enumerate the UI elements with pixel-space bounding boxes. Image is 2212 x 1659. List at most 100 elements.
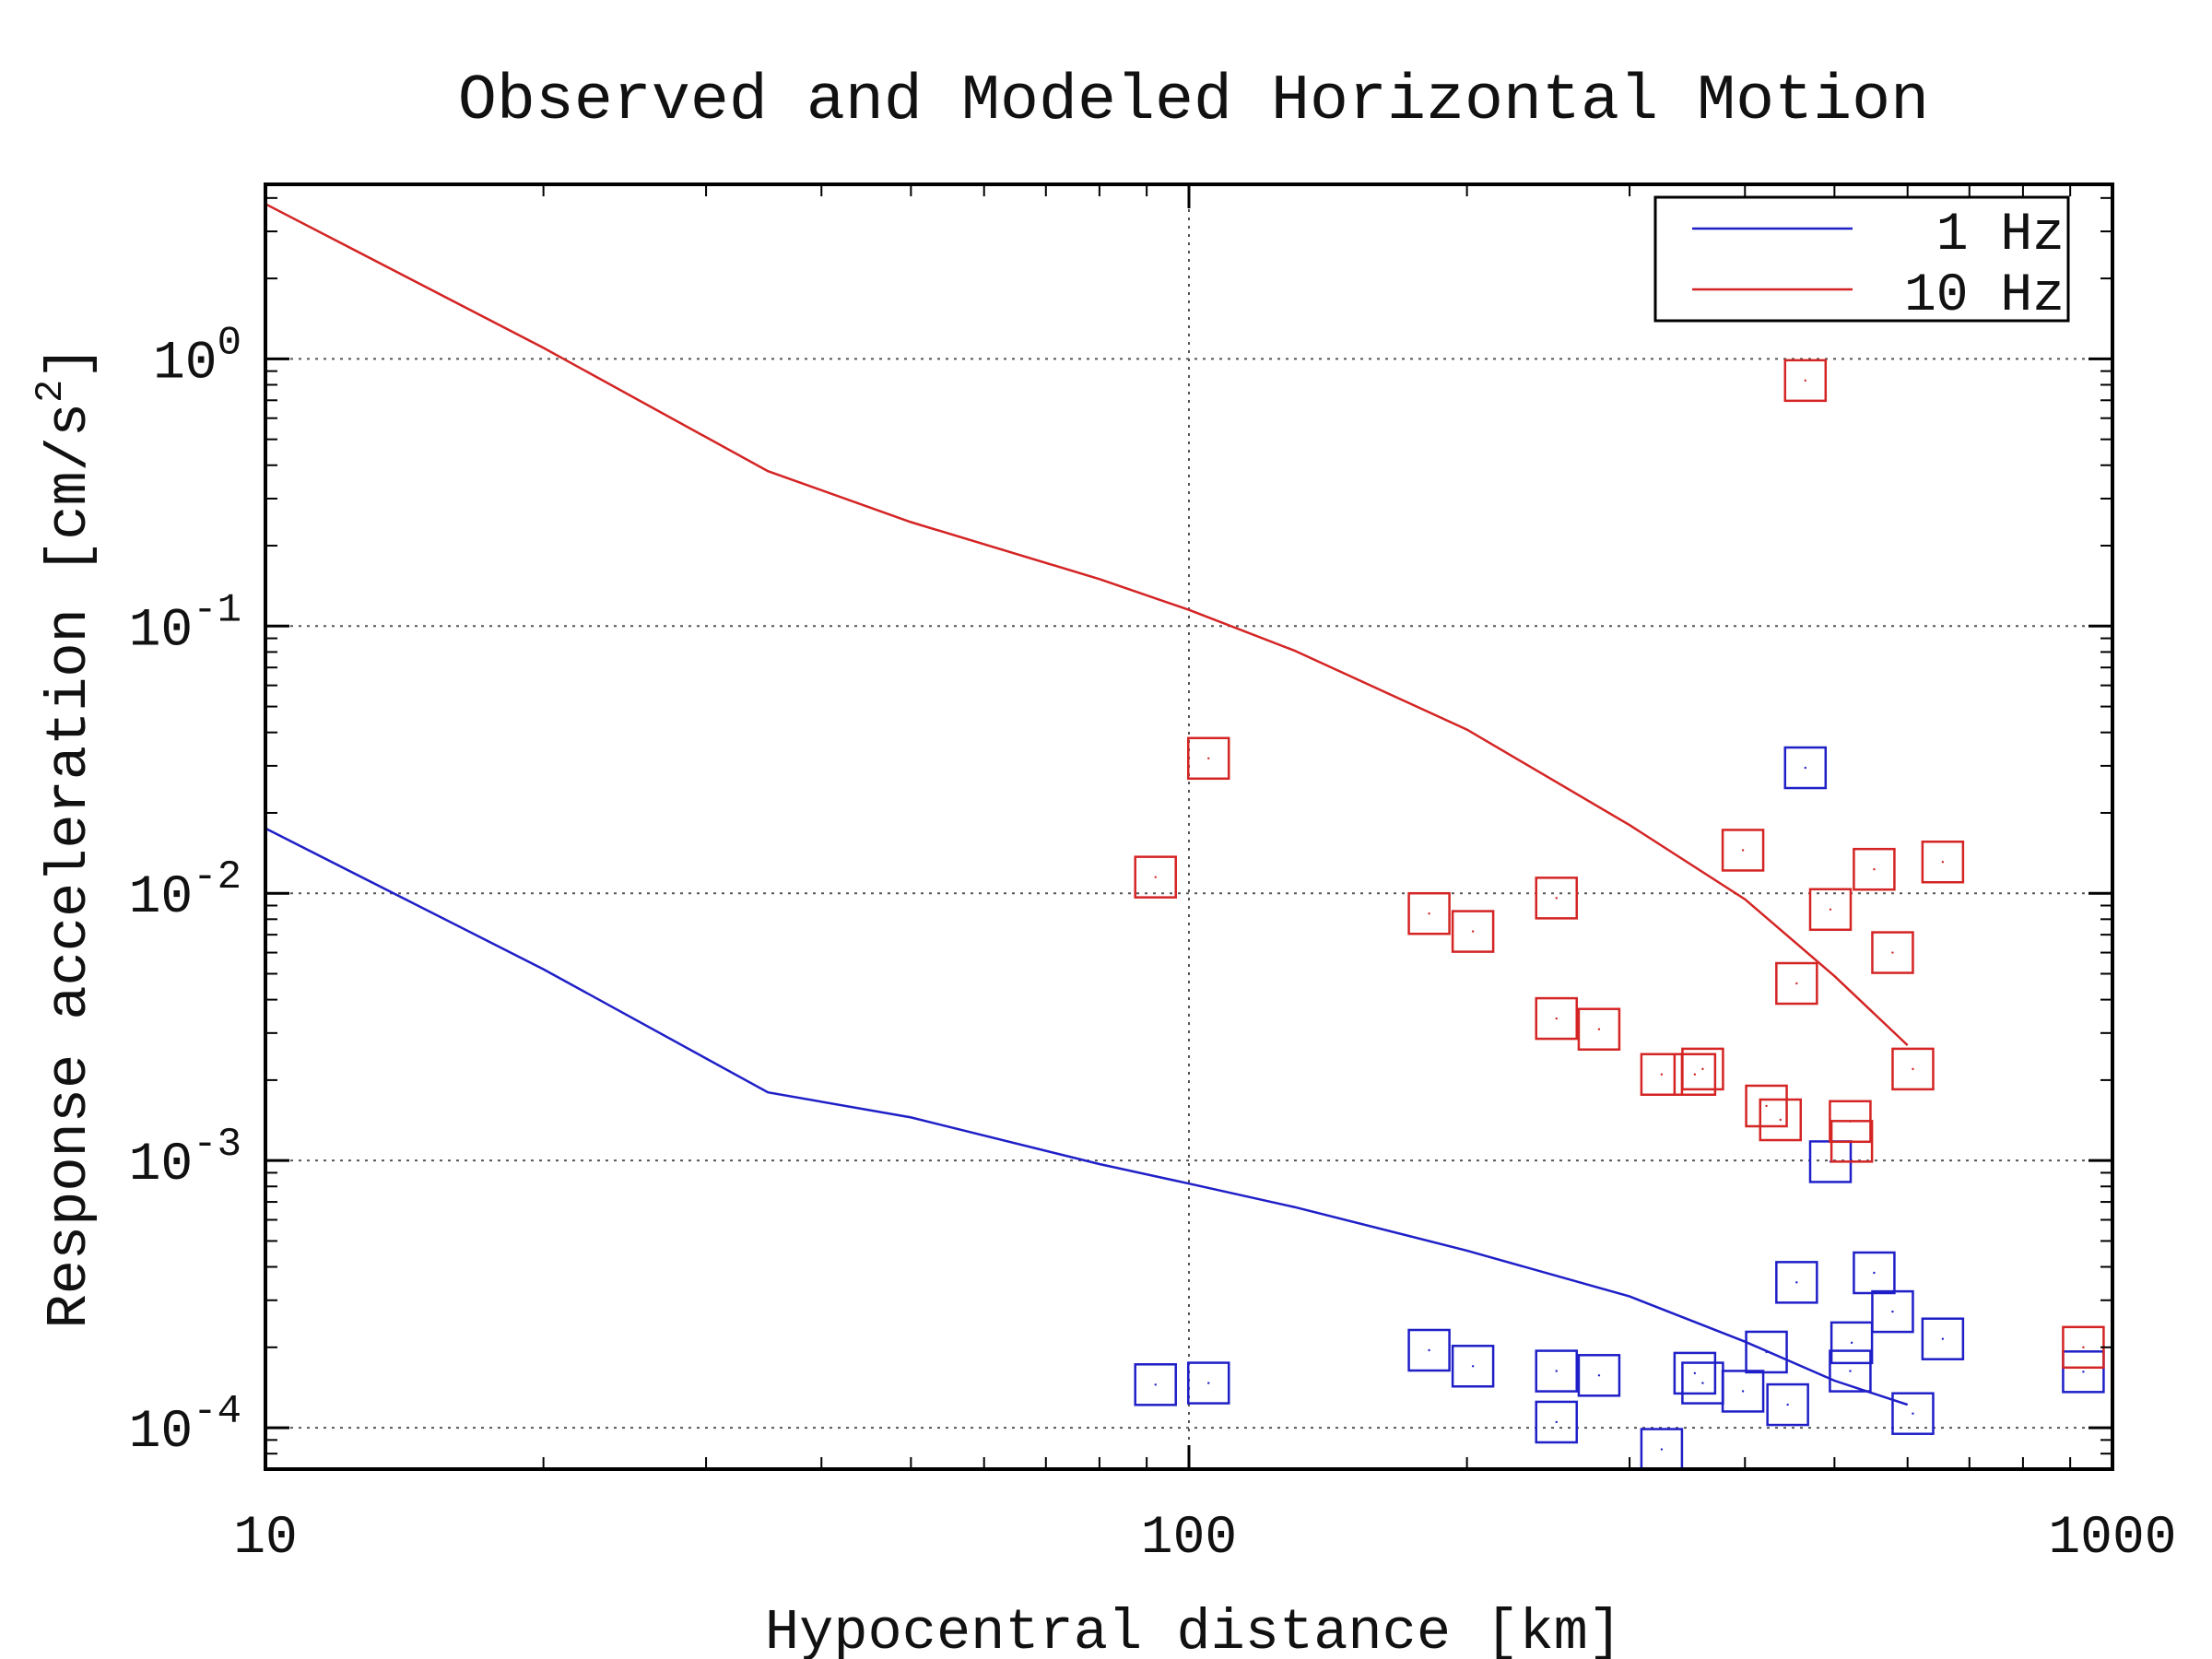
observed-point-center-10hz <box>1873 867 1876 871</box>
observed-point-center-10hz <box>1741 849 1745 852</box>
observed-point-10hz <box>1673 1053 1717 1096</box>
observed-point-1hz <box>1186 1361 1230 1405</box>
y-axis-label-main: Response acceleration [cm/s <box>37 403 102 1329</box>
observed-point-center-1hz <box>1786 1403 1789 1406</box>
y-axis-label: Response acceleration [cm/s2] <box>29 345 102 1328</box>
observed-point-center-1hz <box>1873 1271 1876 1275</box>
observed-point-10hz <box>1759 1098 1803 1142</box>
model-line-1hz <box>265 827 1909 1406</box>
observed-point-1hz <box>1407 1328 1451 1372</box>
observed-point-10hz <box>1775 961 1818 1006</box>
observed-point-1hz <box>1766 1382 1809 1427</box>
observed-point-1hz <box>1775 1261 1818 1304</box>
observed-point-center-10hz <box>1850 1140 1853 1143</box>
y-axis-label-end: ] <box>37 345 102 379</box>
y-tick-base: 10 <box>129 1403 194 1463</box>
y-tick-label: 10-1 <box>129 587 241 661</box>
observed-point-1hz <box>1673 1351 1717 1395</box>
observed-point-10hz <box>1830 1120 1874 1163</box>
observed-point-1hz <box>1134 1363 1177 1406</box>
observed-point-center-10hz <box>1829 908 1832 911</box>
observed-point-10hz <box>1451 910 1495 953</box>
observed-point-center-1hz <box>2082 1371 2085 1373</box>
observed-point-10hz <box>1681 1047 1724 1091</box>
observed-point-center-10hz <box>1555 1017 1558 1020</box>
observed-point-1hz <box>1535 1400 1578 1444</box>
observed-point-center-10hz <box>1765 1104 1768 1108</box>
y-tick-label: 10-2 <box>129 854 241 928</box>
observed-point-10hz <box>1186 736 1230 781</box>
observed-point-10hz <box>1721 829 1765 872</box>
observed-point-center-10hz <box>1428 912 1430 915</box>
observed-point-1hz <box>1577 1354 1621 1397</box>
y-tick-exponent: 0 <box>218 320 241 366</box>
observed-point-center-10hz <box>1660 1073 1664 1076</box>
observed-point-1hz <box>1721 1370 1765 1413</box>
observed-point-center-10hz <box>1207 757 1210 759</box>
model-line-10hz <box>265 203 1909 1047</box>
observed-points <box>1134 359 2105 1471</box>
legend-label-1hz: 1 Hz <box>1936 206 2065 265</box>
x-tick-label: 1000 <box>2048 1509 2176 1569</box>
observed-point-center-1hz <box>1693 1371 1697 1375</box>
observed-point-1hz <box>1871 1289 1914 1334</box>
observed-point-10hz <box>1921 840 1965 884</box>
observed-point-1hz <box>1829 1349 1872 1393</box>
observed-point-center-1hz <box>1795 1281 1798 1284</box>
model-lines <box>265 203 1909 1406</box>
y-tick-base: 10 <box>129 868 194 928</box>
observed-point-center-1hz <box>1471 1365 1475 1368</box>
observed-point-center-10hz <box>1779 1118 1782 1122</box>
observed-point-center-10hz <box>1891 951 1894 954</box>
observed-point-center-1hz <box>1555 1370 1558 1372</box>
observed-point-center-1hz <box>1941 1337 1945 1340</box>
observed-point-center-1hz <box>1428 1348 1430 1352</box>
observed-point-1hz <box>1451 1345 1495 1388</box>
y-tick-exponent: -2 <box>193 854 241 900</box>
observed-point-10hz <box>1535 877 1578 920</box>
observed-point-1hz <box>1853 1251 1896 1295</box>
y-tick-base: 10 <box>129 1135 194 1195</box>
x-axis-label: Hypocentral distance [km] <box>765 1600 1622 1659</box>
observed-point-1hz <box>1745 1330 1788 1374</box>
y-tick-exponent: -1 <box>193 587 241 633</box>
grid <box>265 184 2112 1469</box>
observed-point-1hz <box>1830 1321 1874 1365</box>
y-axis-label-sup: 2 <box>29 380 73 403</box>
observed-point-center-1hz <box>1701 1382 1704 1384</box>
observed-point-1hz <box>1891 1392 1935 1435</box>
observed-point-1hz <box>1783 746 1828 790</box>
observed-point-center-1hz <box>1154 1383 1157 1386</box>
observed-point-10hz <box>1535 996 1578 1041</box>
observed-point-center-10hz <box>1941 861 1945 864</box>
observed-point-10hz <box>1745 1084 1788 1128</box>
observed-point-10hz <box>1891 1047 1935 1091</box>
legend: 1 Hz 10 Hz <box>1653 195 2070 326</box>
observed-point-center-10hz <box>1795 982 1798 985</box>
legend-box <box>1653 195 2070 323</box>
observed-point-10hz <box>1407 891 1451 935</box>
x-tick-label: 10 <box>233 1509 298 1569</box>
observed-point-10hz <box>1853 847 1896 891</box>
observed-point-center-1hz <box>1804 766 1806 770</box>
observed-point-10hz <box>1134 855 1177 899</box>
y-tick-label: 10-3 <box>129 1122 241 1195</box>
observed-point-center-1hz <box>1660 1448 1664 1451</box>
legend-label-10hz: 10 Hz <box>1904 266 2065 326</box>
observed-point-center-1hz <box>1765 1350 1768 1354</box>
observed-point-10hz <box>1871 931 1914 974</box>
observed-point-center-1hz <box>1207 1382 1210 1384</box>
observed-point-10hz <box>1783 359 1828 403</box>
observed-point-center-1hz <box>1912 1412 1914 1415</box>
observed-point-center-10hz <box>1154 876 1157 878</box>
observed-point-1hz <box>1921 1317 1965 1360</box>
observed-point-center-1hz <box>1850 1341 1853 1345</box>
observed-point-center-10hz <box>1597 1028 1601 1030</box>
observed-point-10hz <box>1577 1007 1621 1051</box>
observed-point-center-1hz <box>1849 1370 1852 1372</box>
y-tick-base: 10 <box>129 601 194 661</box>
observed-point-center-10hz <box>1701 1067 1704 1071</box>
observed-point-center-10hz <box>1804 379 1806 382</box>
observed-point-10hz <box>1808 888 1853 932</box>
